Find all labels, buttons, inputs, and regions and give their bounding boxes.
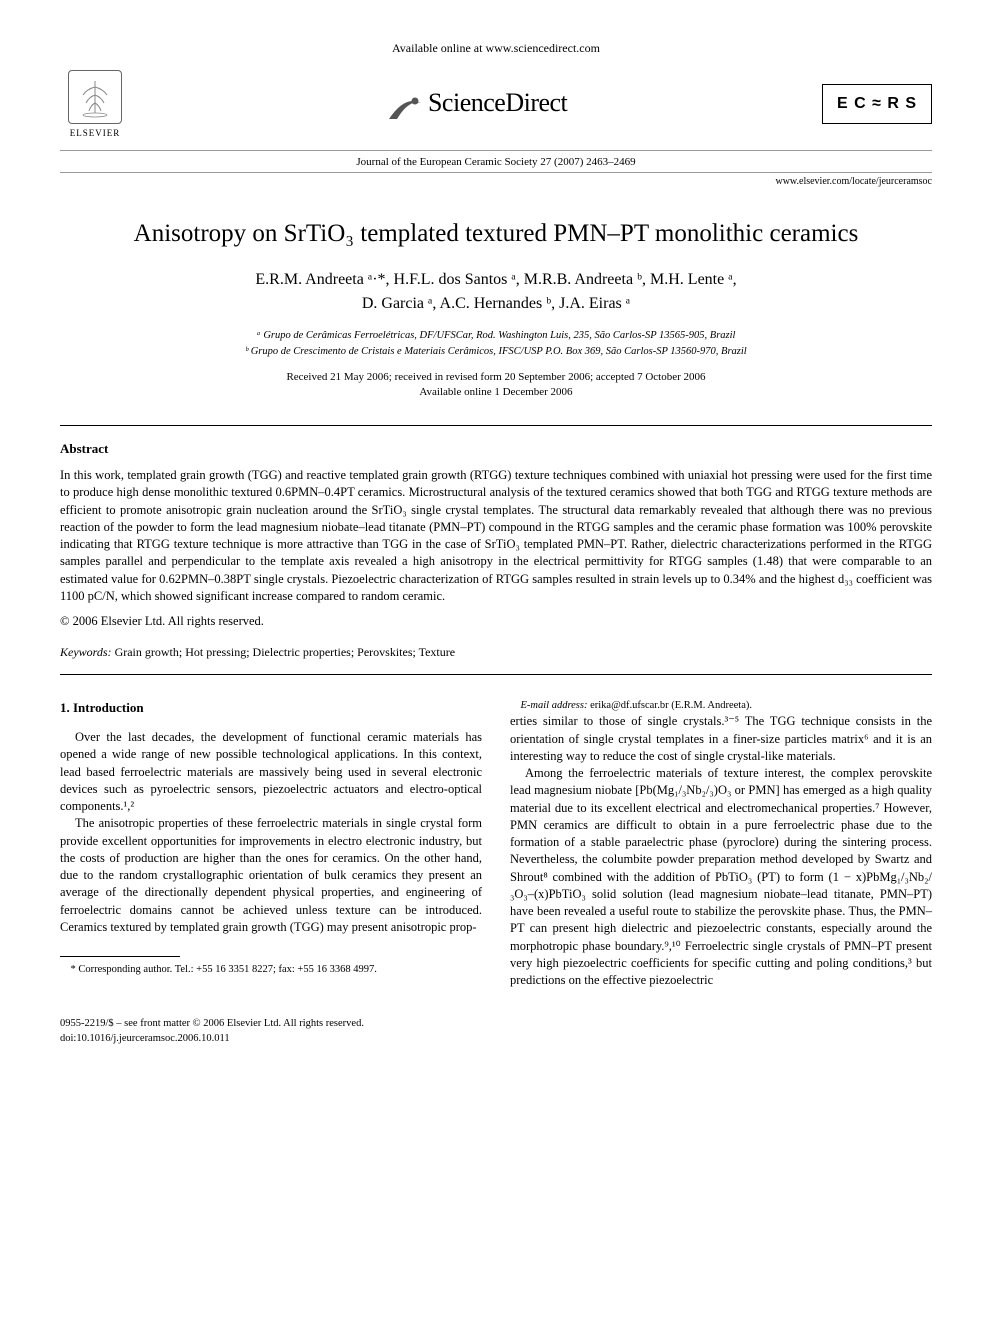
header-rule-top bbox=[60, 150, 932, 151]
ecers-logo: E C ≈ R S bbox=[822, 84, 932, 124]
article-title: Anisotropy on SrTiO₃ templated textured … bbox=[60, 217, 932, 251]
footnote-separator bbox=[60, 956, 180, 957]
paragraph-4: Among the ferroelectric materials of tex… bbox=[510, 765, 932, 989]
elsevier-tree-icon bbox=[68, 70, 122, 124]
elsevier-name: ELSEVIER bbox=[70, 127, 121, 139]
affiliations: ᵃ Grupo de Cerâmicas Ferroelétricas, DF/… bbox=[60, 328, 932, 360]
abstract-body: In this work, templated grain growth (TG… bbox=[60, 467, 932, 605]
body-columns: 1. Introduction Over the last decades, t… bbox=[60, 699, 932, 989]
email-label: E-mail address: bbox=[521, 700, 588, 711]
authors-line-1: E.R.M. Andreeta ᵃ·*, H.F.L. dos Santos ᵃ… bbox=[255, 271, 736, 288]
paragraph-2: The anisotropic properties of these ferr… bbox=[60, 815, 482, 936]
abstract-copyright: © 2006 Elsevier Ltd. All rights reserved… bbox=[60, 613, 932, 630]
available-online-text: Available online at www.sciencedirect.co… bbox=[60, 40, 932, 56]
section-1-heading: 1. Introduction bbox=[60, 699, 482, 717]
paragraph-3: erties similar to those of single crysta… bbox=[510, 713, 932, 765]
sciencedirect-text: ScienceDirect bbox=[428, 88, 567, 117]
corresponding-author: * Corresponding author. Tel.: +55 16 335… bbox=[60, 963, 482, 977]
authors-line-2: D. Garcia ᵃ, A.C. Hernandes ᵇ, J.A. Eira… bbox=[362, 295, 630, 312]
footer: 0955-2219/$ – see front matter © 2006 El… bbox=[60, 1017, 932, 1045]
affiliation-b: ᵇ Grupo de Crescimento de Cristais e Mat… bbox=[60, 344, 932, 360]
available-date: Available online 1 December 2006 bbox=[60, 385, 932, 400]
received-date: Received 21 May 2006; received in revise… bbox=[60, 370, 932, 385]
footer-copyright: 0955-2219/$ – see front matter © 2006 El… bbox=[60, 1017, 932, 1031]
keywords: Keywords: Grain growth; Hot pressing; Di… bbox=[60, 644, 932, 660]
abstract-heading: Abstract bbox=[60, 440, 932, 458]
elsevier-logo: ELSEVIER bbox=[60, 64, 130, 144]
journal-url: www.elsevier.com/locate/jeurceramsoc bbox=[60, 175, 932, 189]
article-dates: Received 21 May 2006; received in revise… bbox=[60, 370, 932, 401]
keywords-list: Grain growth; Hot pressing; Dielectric p… bbox=[112, 645, 456, 659]
footer-doi: doi:10.1016/j.jeurceramsoc.2006.10.011 bbox=[60, 1032, 932, 1046]
keywords-label: Keywords: bbox=[60, 645, 112, 659]
journal-citation: Journal of the European Ceramic Society … bbox=[60, 155, 932, 170]
paragraph-1: Over the last decades, the development o… bbox=[60, 729, 482, 815]
header-logo-row: ELSEVIER ScienceDirect E C ≈ R S bbox=[60, 64, 932, 144]
email-value: erika@df.ufscar.br (E.R.M. Andreeta). bbox=[587, 700, 752, 711]
header-rule-bottom bbox=[60, 172, 932, 173]
abstract-rule-bottom bbox=[60, 674, 932, 675]
corresponding-email: E-mail address: erika@df.ufscar.br (E.R.… bbox=[510, 699, 932, 713]
author-list: E.R.M. Andreeta ᵃ·*, H.F.L. dos Santos ᵃ… bbox=[60, 268, 932, 316]
sciencedirect-swoosh-icon bbox=[385, 93, 425, 123]
affiliation-a: ᵃ Grupo de Cerâmicas Ferroelétricas, DF/… bbox=[60, 328, 932, 344]
abstract-rule-top bbox=[60, 425, 932, 426]
sciencedirect-logo: ScienceDirect bbox=[385, 85, 568, 123]
